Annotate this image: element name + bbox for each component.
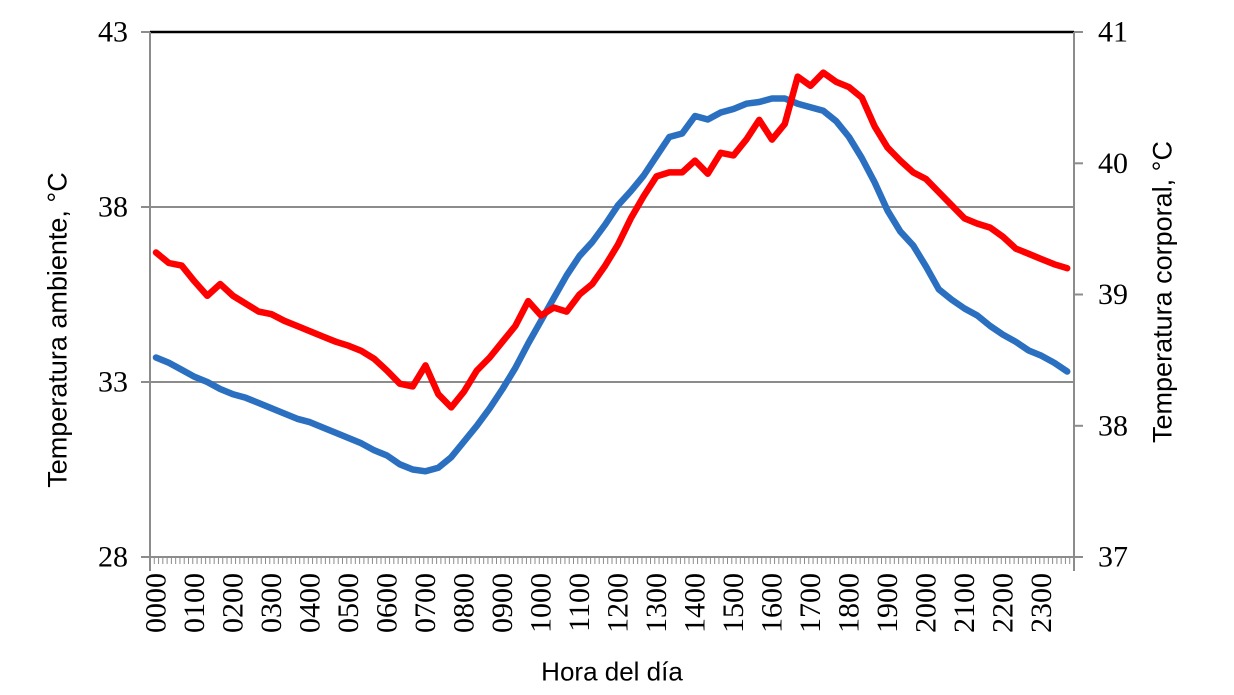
x-tick-label: 0700 [409, 573, 442, 633]
x-tick-label: 0500 [332, 573, 365, 633]
x-tick-label: 1600 [756, 573, 789, 633]
x-tick-label: 0800 [448, 573, 481, 633]
y-right-tick-label: 37 [1098, 541, 1128, 574]
x-tick-label: 1100 [563, 573, 596, 632]
x-tick-label: 1000 [525, 573, 558, 633]
y-axis-right-title: Temperatura corporal, °C [1147, 141, 1178, 443]
x-tick-label: 0400 [294, 573, 327, 633]
y-left-tick-label: 38 [98, 191, 128, 224]
series-line-corporal [152, 69, 1071, 411]
x-tick-label: 1500 [717, 573, 750, 633]
y-right-tick-label: 41 [1098, 16, 1128, 49]
x-tick-label: 1900 [871, 573, 904, 633]
x-tick-label: 1400 [679, 573, 712, 633]
series-line-ambiente [152, 95, 1071, 475]
x-tick-label: 2000 [910, 573, 943, 633]
x-axis-title: Hora del día [541, 656, 683, 687]
y-right-tick-label: 40 [1098, 147, 1128, 180]
x-tick-label: 1300 [640, 573, 673, 633]
y-axis-left-title: Temperatura ambiente, °C [42, 172, 73, 488]
y-left-tick-label: 43 [98, 16, 128, 49]
x-tick-label: 1800 [833, 573, 866, 633]
x-tick-label: 0900 [486, 573, 519, 633]
x-tick-label: 2300 [1025, 573, 1058, 633]
x-tick-label: 2100 [948, 573, 981, 633]
x-tick-label: 1200 [602, 573, 635, 633]
x-tick-label: 0600 [371, 573, 404, 633]
y-left-tick-label: 28 [98, 541, 128, 574]
y-left-tick-label: 33 [98, 366, 128, 399]
y-right-tick-label: 39 [1098, 278, 1128, 311]
x-tick-label: 0300 [255, 573, 288, 633]
x-tick-label: 0000 [140, 573, 173, 633]
x-tick-label: 0200 [217, 573, 250, 633]
x-tick-label: 1700 [794, 573, 827, 633]
x-tick-label: 2200 [987, 573, 1020, 633]
x-tick-label: 0100 [178, 573, 211, 633]
y-right-tick-label: 38 [1098, 409, 1128, 442]
